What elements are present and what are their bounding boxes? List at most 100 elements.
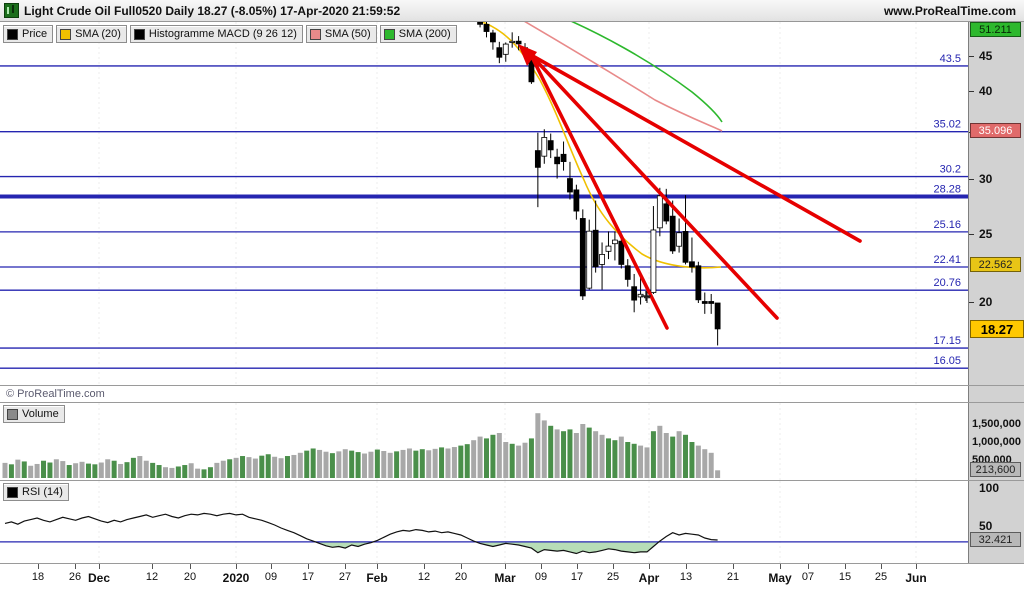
candlestick — [490, 32, 496, 43]
time-axis-tick — [686, 564, 687, 569]
candlestick — [509, 40, 516, 43]
chart-title: Light Crude Oil Full0520 Daily 18.27 (-8… — [24, 3, 401, 18]
pane-divider[interactable] — [0, 385, 1024, 386]
volume-bar — [8, 464, 14, 478]
sma50-line[interactable] — [512, 22, 723, 132]
rsi-axis-label: 100 — [979, 481, 1000, 495]
volume-bar — [265, 454, 271, 478]
volume-bar — [207, 467, 213, 478]
volume-bar — [169, 467, 175, 478]
volume-bar — [702, 449, 708, 478]
volume-bar — [631, 443, 637, 478]
volume-bar — [329, 453, 335, 478]
time-axis-label: 21 — [726, 571, 740, 583]
volume-bar — [548, 425, 554, 478]
price-chart-pane[interactable]: 43.5 35.02 30.2 28.28 25.16 22.41 20.76 17.15 16… — [0, 22, 968, 385]
candlestick — [502, 43, 509, 55]
volume-bar — [381, 451, 387, 478]
volume-bar — [426, 450, 432, 478]
time-axis-tick — [845, 564, 846, 569]
volume-bar — [618, 436, 624, 478]
price-level-label: 35.02 — [933, 119, 961, 131]
volume-pane[interactable]: Volume — [0, 403, 968, 480]
volume-bar — [580, 424, 586, 478]
candlestick — [701, 301, 708, 304]
website-link[interactable]: www.ProRealTime.com — [883, 3, 1016, 18]
legend-button-sma-20[interactable]: SMA (20) — [56, 25, 127, 43]
volume-bar — [98, 462, 104, 478]
legend-button-volume[interactable]: Volume — [3, 405, 65, 423]
volume-bar — [650, 431, 656, 478]
time-axis-tick — [916, 564, 917, 569]
volume-bar — [683, 434, 689, 478]
price-axis-tick — [969, 234, 974, 235]
time-axis-label: 20 — [183, 571, 197, 583]
volume-bar — [689, 442, 695, 478]
volume-canvas[interactable] — [0, 403, 968, 480]
time-axis-label: 17 — [570, 571, 584, 583]
price-level-label: 30.2 — [940, 164, 961, 176]
volume-bar — [695, 445, 701, 478]
time-axis-tick — [577, 564, 578, 569]
pane-divider[interactable] — [0, 402, 1024, 403]
time-axis-label: 12 — [417, 571, 431, 583]
rsi-pane[interactable]: RSI (14) — [0, 481, 968, 563]
trendline[interactable] — [529, 53, 862, 243]
legend-color-swatch-icon — [383, 28, 395, 40]
price-marker-badge: 18.27 — [970, 320, 1024, 338]
volume-bar — [41, 460, 47, 478]
time-axis-tick — [152, 564, 153, 569]
volume-bar — [638, 445, 644, 478]
volume-bar — [554, 429, 560, 478]
volume-bar — [272, 456, 278, 478]
volume-bar — [92, 464, 98, 478]
volume-bar — [60, 461, 66, 478]
volume-bar — [387, 452, 393, 478]
time-axis-label: 26 — [68, 571, 82, 583]
candlestick — [644, 296, 650, 299]
volume-bar — [605, 438, 611, 478]
time-axis-label: 07 — [801, 571, 815, 583]
pane-divider[interactable] — [0, 480, 1024, 481]
rsi-canvas[interactable] — [0, 481, 968, 563]
volume-bar — [15, 459, 21, 478]
legend-label: Price — [22, 28, 48, 40]
instrument-icon — [4, 3, 19, 18]
price-chart-canvas[interactable]: 43.5 35.02 30.2 28.28 25.16 22.41 20.76 17.15 16… — [0, 22, 968, 385]
legend-button-rsi[interactable]: RSI (14) — [3, 483, 69, 501]
volume-bar — [445, 448, 451, 478]
volume-bar — [586, 427, 592, 478]
volume-bar — [21, 461, 27, 478]
price-axis-tick — [969, 301, 974, 303]
volume-bar — [342, 449, 348, 478]
time-axis-tick — [99, 564, 100, 569]
sma200-line[interactable] — [545, 22, 723, 123]
time-axis-label: Dec — [87, 571, 111, 585]
volume-bar — [625, 442, 631, 478]
price-marker-badge: 35.096 — [970, 123, 1021, 138]
trendline[interactable] — [529, 53, 669, 330]
time-axis[interactable]: 18 26 Dec 12 20 2020 09 17 27 Feb 12 20 Mar 09 17 25 Apr… — [0, 564, 1024, 600]
legend-button-histogramme-macd-9-26-12[interactable]: Histogramme MACD (9 26 12) — [129, 25, 303, 43]
trendline[interactable] — [529, 53, 779, 320]
time-axis-label: Jun — [905, 571, 927, 585]
volume-bar — [240, 456, 246, 478]
trendline-arrowhead[interactable] — [518, 44, 537, 66]
volume-bar — [79, 461, 85, 478]
time-axis-tick — [505, 564, 506, 569]
volume-bar — [484, 438, 489, 478]
legend-button-sma-200[interactable]: SMA (200) — [379, 25, 457, 43]
volume-bar — [28, 465, 34, 478]
time-axis-label: 17 — [301, 571, 315, 583]
candlestick — [663, 203, 670, 222]
time-axis-label: Feb — [366, 571, 388, 585]
volume-bar — [663, 433, 669, 478]
legend-button-sma-50[interactable]: SMA (50) — [305, 25, 377, 43]
volume-bar — [561, 431, 567, 478]
candlestick — [695, 265, 702, 301]
legend-button-price[interactable]: Price — [3, 25, 54, 43]
volume-bar — [323, 451, 329, 478]
price-axis-tick — [969, 178, 974, 180]
price-axis[interactable]: 4540353025201,500,0001,000,000500,000100… — [968, 22, 1024, 565]
volume-axis-label: 1,000,000 — [972, 436, 1021, 448]
